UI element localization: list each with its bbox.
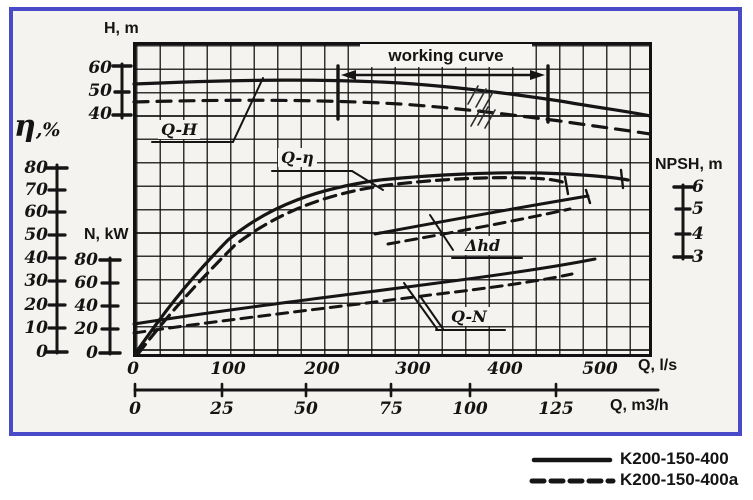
npsh-tick: 5 — [692, 199, 704, 219]
head-tick: 50 — [88, 81, 112, 101]
flow-ls-tick: 500 — [582, 359, 618, 379]
power-axis-title: N, kW — [84, 226, 129, 243]
head-tick: 40 — [88, 104, 112, 124]
flow-m3h-tick: 25 — [210, 399, 234, 419]
power-tick: 80 — [74, 250, 98, 270]
flow-m3h-tick: 50 — [294, 399, 318, 419]
qh-curve-label: Q-H — [158, 120, 201, 139]
flow-m3h-tick: 0 — [129, 399, 141, 419]
efficiency-tick: 50 — [24, 225, 48, 245]
flow-ls-axis-title: Q, l/s — [638, 357, 678, 374]
efficiency-tick: 60 — [24, 202, 48, 222]
head-tick: 60 — [88, 58, 112, 78]
qeta-curve-label: Q-η — [278, 148, 317, 167]
npsh-tick: 6 — [692, 177, 704, 197]
flow-m3h-tick: 100 — [452, 399, 488, 419]
eta-unit: ,% — [35, 119, 61, 141]
efficiency-axis-title: η,% — [14, 112, 60, 142]
plot-grid — [133, 42, 652, 357]
flow-ls-tick: 300 — [395, 359, 431, 379]
npsh-tick: 3 — [692, 247, 704, 267]
dhd-curve-label: Δhd — [462, 236, 504, 255]
efficiency-tick: 30 — [24, 271, 48, 291]
efficiency-tick: 70 — [24, 180, 48, 200]
flow-ls-tick: 200 — [304, 359, 340, 379]
legend-label-dashed: K200-150-400a — [620, 470, 739, 489]
power-tick: 40 — [74, 296, 98, 316]
npsh-axis-title: NPSH, m — [655, 156, 723, 173]
legend-label-solid: K200-150-400 — [620, 449, 729, 468]
flow-ls-tick: 400 — [487, 359, 523, 379]
flow-ls-tick: 0 — [127, 359, 139, 379]
eta-symbol: η — [14, 109, 36, 144]
efficiency-tick: 80 — [24, 158, 48, 178]
power-tick: 20 — [74, 319, 98, 339]
npsh-tick: 4 — [692, 224, 704, 244]
efficiency-tick: 40 — [24, 248, 48, 268]
legend-swatches — [529, 457, 616, 484]
head-axis-title: H, m — [104, 20, 139, 37]
flow-m3h-axis-title: Q, m3/h — [610, 397, 669, 414]
efficiency-tick: 20 — [24, 295, 48, 315]
flow-m3h-tick: 125 — [538, 399, 574, 419]
working-curve-label: working curve — [360, 44, 532, 67]
flow-ls-tick: 100 — [210, 359, 246, 379]
flow-m3h-tick: 75 — [379, 399, 403, 419]
power-tick: 60 — [74, 273, 98, 293]
power-tick: 0 — [86, 343, 98, 363]
efficiency-tick: 0 — [36, 342, 48, 362]
qn-curve-label: Q-N — [448, 307, 490, 326]
efficiency-tick: 10 — [24, 318, 48, 338]
